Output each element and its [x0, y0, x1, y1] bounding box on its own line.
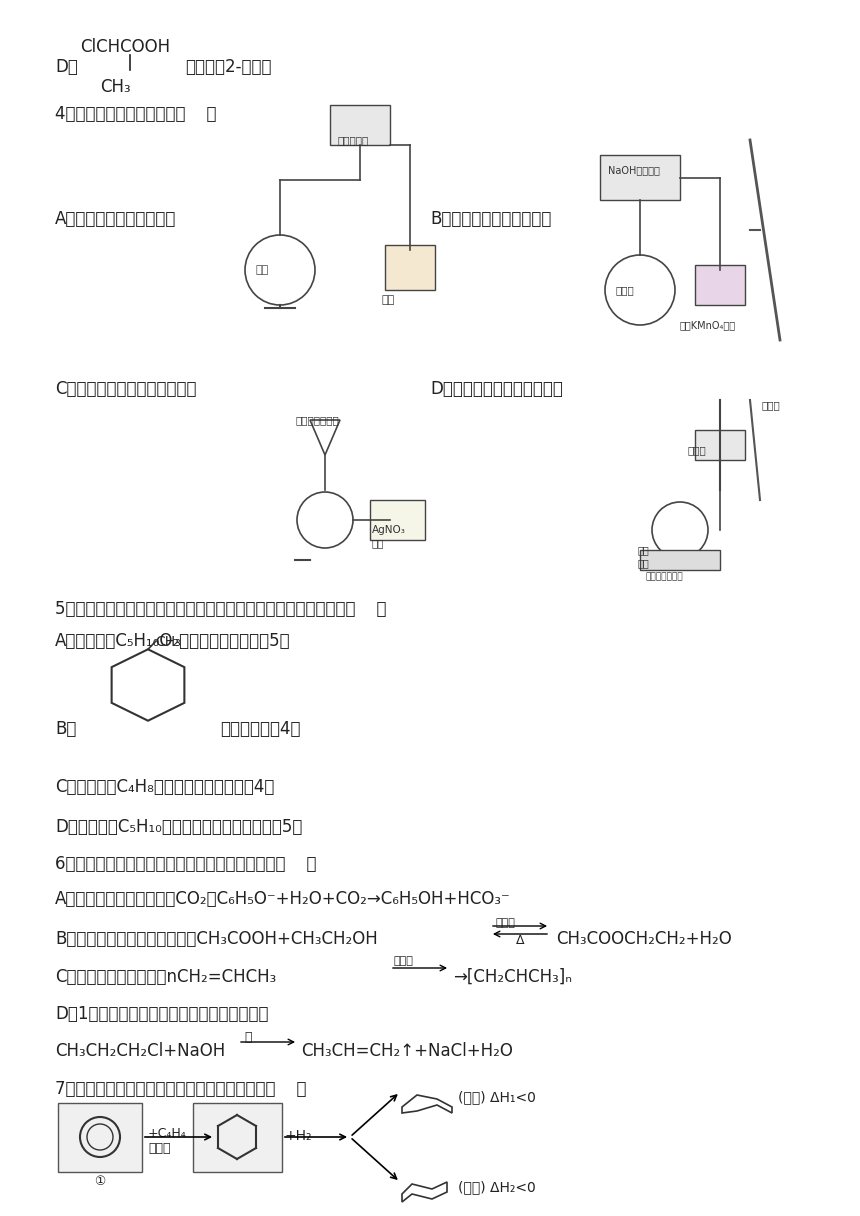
Text: CH₃: CH₃ — [155, 635, 181, 649]
Text: CH₃CH=CH₂↑+NaCl+H₂O: CH₃CH=CH₂↑+NaCl+H₂O — [301, 1042, 513, 1060]
Text: 电磁加热搅拌器: 电磁加热搅拌器 — [645, 572, 683, 581]
Text: →[CH₂CHCH₃]ₙ: →[CH₂CHCH₃]ₙ — [453, 968, 572, 986]
Bar — [370, 500, 425, 540]
Text: 的一溴代物有4种: 的一溴代物有4种 — [220, 720, 300, 738]
Bar — [600, 154, 680, 199]
Text: A．验证乙炔可使溴水褪色: A．验证乙炔可使溴水褪色 — [55, 210, 176, 229]
Text: CH₃: CH₃ — [100, 78, 131, 96]
Bar — [385, 244, 435, 289]
Bar — [695, 265, 745, 305]
Text: +C₄H₄: +C₄H₄ — [148, 1127, 187, 1141]
Text: 温度计: 温度计 — [762, 400, 781, 410]
Text: (椅式) ΔH₂<0: (椅式) ΔH₂<0 — [458, 1180, 536, 1194]
Text: C．用丙烯合成聚丙烯：nCH₂=CHCH₃: C．用丙烯合成聚丙烯：nCH₂=CHCH₃ — [55, 968, 276, 986]
Text: (船式) ΔH₁<0: (船式) ΔH₁<0 — [458, 1090, 536, 1104]
Text: NaOH乙醇溶液: NaOH乙醇溶液 — [608, 165, 660, 175]
Text: 4．下列实验设计正确的是（    ）: 4．下列实验设计正确的是（ ） — [55, 105, 217, 123]
Bar — [695, 430, 745, 460]
Text: 溴水: 溴水 — [382, 295, 396, 305]
Text: 催化剂: 催化剂 — [148, 1142, 170, 1155]
Text: 5．下列有关同分异构体数目（不考虑立体异构）的判断正确的是（    ）: 5．下列有关同分异构体数目（不考虑立体异构）的判断正确的是（ ） — [55, 599, 386, 618]
Bar — [330, 105, 390, 145]
Text: +H₂: +H₂ — [285, 1128, 312, 1143]
Text: 乙醇: 乙醇 — [638, 558, 650, 568]
Text: B．乙酸与乙醇发生酯化反应：CH₃COOH+CH₃CH₂OH: B．乙酸与乙醇发生酯化反应：CH₃COOH+CH₃CH₂OH — [55, 930, 378, 948]
Text: 酸性KMnO₄溶液: 酸性KMnO₄溶液 — [680, 320, 736, 330]
FancyBboxPatch shape — [193, 1103, 282, 1172]
Text: 电石: 电石 — [255, 265, 268, 275]
Text: 乙酸: 乙酸 — [638, 545, 650, 554]
Text: CH₃CH₂CH₂Cl+NaOH: CH₃CH₂CH₂Cl+NaOH — [55, 1042, 225, 1060]
Text: 浓硫酸: 浓硫酸 — [496, 918, 516, 928]
Bar — [640, 550, 720, 570]
Text: 溴、苯的混合液: 溴、苯的混合液 — [295, 415, 339, 426]
Text: 的名称为2-氯丙酸: 的名称为2-氯丙酸 — [185, 58, 272, 75]
Text: 催化剂: 催化剂 — [394, 956, 414, 966]
Text: C．验证苯与液溴发生取代反应: C．验证苯与液溴发生取代反应 — [55, 379, 196, 398]
Text: D．1一氯丙烷中加入氢氧化钠水溶液并加热：: D．1一氯丙烷中加入氢氧化钠水溶液并加热： — [55, 1004, 268, 1023]
Text: 溶液: 溶液 — [372, 537, 384, 548]
Text: 饱和食盐水: 饱和食盐水 — [337, 135, 368, 145]
Text: A．分子式是C₅H₁₀O₂且属于羧酸的结构有5种: A．分子式是C₅H₁₀O₂且属于羧酸的结构有5种 — [55, 632, 291, 651]
Text: ①: ① — [95, 1175, 106, 1188]
Text: D．制备乙酸乙酯并提高产率: D．制备乙酸乙酯并提高产率 — [430, 379, 563, 398]
FancyBboxPatch shape — [58, 1103, 142, 1172]
Text: C．分子式为C₄H₈且属于烯烃的有机物有4种: C．分子式为C₄H₈且属于烯烃的有机物有4种 — [55, 778, 274, 796]
Text: 分水器: 分水器 — [688, 445, 707, 455]
Text: CH₃COOCH₂CH₂+H₂O: CH₃COOCH₂CH₂+H₂O — [556, 930, 732, 948]
Text: 水: 水 — [244, 1031, 251, 1045]
Text: B．: B． — [55, 720, 77, 738]
Text: AgNO₃: AgNO₃ — [372, 525, 406, 535]
Text: 6．下列化学方程式或者离子方程式书写正确的是（    ）: 6．下列化学方程式或者离子方程式书写正确的是（ ） — [55, 855, 316, 873]
Text: D．: D． — [55, 58, 78, 75]
Text: ClCHCOOH: ClCHCOOH — [80, 38, 170, 56]
Text: Δ: Δ — [516, 934, 525, 946]
Text: A．苯酚钠溶液中通人少量CO₂：C₆H₅O⁻+H₂O+CO₂→C₆H₅OH+HCO₃⁻: A．苯酚钠溶液中通人少量CO₂：C₆H₅O⁻+H₂O+CO₂→C₆H₅OH+HC… — [55, 890, 511, 908]
Text: 7．环己烷的制备原理如图，下列说法正确的是（    ）: 7．环己烷的制备原理如图，下列说法正确的是（ ） — [55, 1080, 306, 1098]
Text: B．验证反应生成物是乙烯: B．验证反应生成物是乙烯 — [430, 210, 551, 229]
Text: 液乙烯: 液乙烯 — [615, 285, 634, 295]
Text: D．分子式为C₅H₁₀且属于环状化合物的结构有5种: D．分子式为C₅H₁₀且属于环状化合物的结构有5种 — [55, 818, 303, 837]
